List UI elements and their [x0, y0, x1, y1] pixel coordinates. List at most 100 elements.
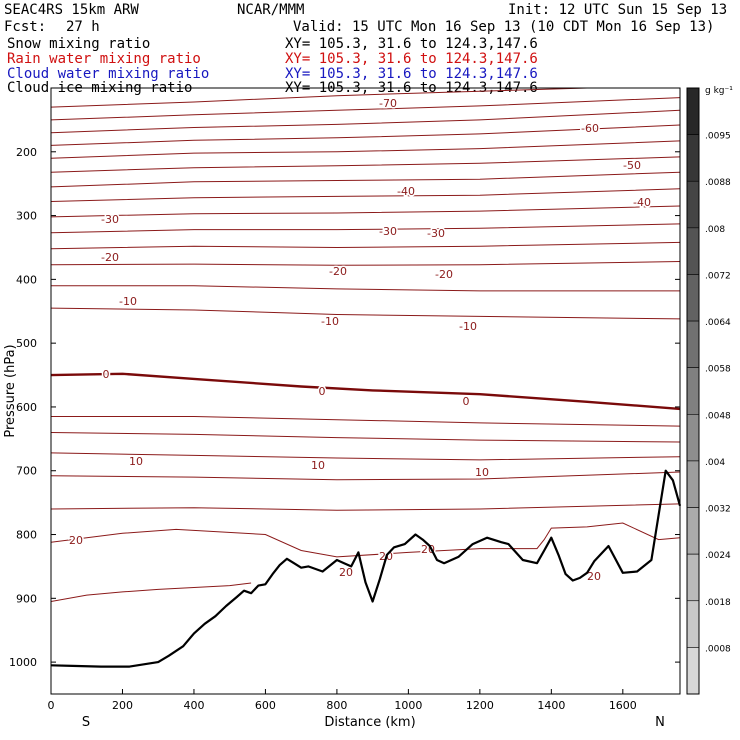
contour-line-minus10: [51, 285, 680, 292]
colorbar-cell: [686, 460, 700, 508]
colorbar-label: .0048: [705, 411, 731, 421]
y-tick-label: 500: [16, 337, 37, 350]
colorbar-cell: [686, 553, 700, 602]
contour-label: 0: [463, 395, 470, 408]
colorbar-label: .0008: [705, 644, 731, 654]
contour-label: 20: [339, 566, 353, 579]
contour-labels: -70 -60 -50 -40 -40 -30 -30 -30 -20 -20 -20 -10 -10 -…: [68, 96, 653, 585]
x-tick-label: 600: [255, 699, 276, 712]
colorbar-label: .0032: [705, 505, 731, 515]
colorbar-label: .0072: [705, 271, 731, 281]
contour-label: -30: [427, 227, 445, 240]
contour-line-minus35: [51, 188, 680, 202]
colorbar-frame: [686, 87, 700, 695]
contour-label: 10: [129, 455, 143, 468]
contour-label: 20: [69, 534, 83, 547]
contour-label: -70: [379, 97, 397, 110]
colorbar-cell: [686, 134, 700, 182]
init-time: Init: 12 UTC Sun 15 Sep 13: [508, 2, 728, 18]
y-tick-label: 700: [16, 465, 37, 478]
valid-time: Valid: 15 UTC Mon 16 Sep 13 (10 CDT Mon …: [293, 19, 715, 35]
colorbar-label: .0095: [705, 132, 731, 142]
terrain: [50, 469, 682, 668]
field-name-rain: Rain water mixing ratio: [7, 51, 201, 67]
contour-label: 20: [587, 570, 601, 583]
x-tick-label: 1400: [537, 699, 565, 712]
contour-label: 10: [311, 459, 325, 472]
contour-label: -30: [379, 225, 397, 238]
x-axis-title: Distance (km): [324, 715, 415, 730]
contour-line-minus65: [51, 97, 680, 121]
contour-label: -60: [581, 122, 599, 135]
contour-label: -20: [435, 268, 453, 281]
contour-line-25: [51, 503, 680, 511]
colorbar-label: .0058: [705, 365, 731, 375]
contour-line-minus5: [51, 307, 680, 320]
colorbar-unit: g kg⁻¹: [705, 86, 733, 96]
colorbar-label: .004: [705, 458, 725, 468]
contour-line-10: [51, 432, 680, 443]
forecast-label: Fcst:: [4, 19, 47, 35]
contour-line-0: [51, 372, 680, 411]
contour-line-30: [51, 522, 680, 558]
contour-label: -20: [101, 251, 119, 264]
contour-line-minus20: [51, 241, 680, 250]
contour-line-5: [51, 416, 680, 427]
contour-line-minus30: [51, 205, 680, 218]
x-tick-label: 0: [48, 699, 55, 712]
terrain-line: [50, 469, 682, 668]
contour-line-15: [51, 452, 680, 461]
contour-line-minus15: [51, 261, 680, 266]
contour-line-minus60: [51, 109, 680, 134]
temperature-contours: [51, 88, 680, 602]
colorbar-cell: [686, 227, 700, 275]
colorbar-label: .0064: [705, 318, 731, 328]
colorbar-label: .0088: [705, 178, 731, 188]
y-tick-label: 600: [16, 401, 37, 414]
contour-line-minus45: [51, 156, 680, 173]
plot-frame: [50, 87, 681, 695]
contour-label: -40: [633, 196, 651, 209]
contour-label: -30: [101, 213, 119, 226]
contour-label: -10: [459, 320, 477, 333]
contour-label: -40: [397, 185, 415, 198]
colorbar-label: .008: [705, 225, 725, 235]
y-tick-label: 300: [16, 210, 37, 223]
colorbar-label: .0024: [705, 551, 731, 561]
y-axis-title: Pressure (hPa): [3, 344, 18, 437]
contour-line-minus25: [51, 223, 680, 234]
colorbar-cell: [686, 600, 700, 648]
y-tick-label: 800: [16, 529, 37, 542]
colorbar-cell: [686, 647, 700, 695]
colorbar-label: .0018: [705, 598, 731, 608]
colorbar-cell: [686, 320, 700, 368]
contour-label: -10: [321, 315, 339, 328]
x-tick-label: 800: [326, 699, 347, 712]
y-tick-label: 900: [16, 592, 37, 605]
colorbar-cell: [686, 414, 700, 462]
x-axis: 0 200 400 600 800 1000 1200 1400 1600: [48, 689, 637, 712]
x-axis-right-end-label: N: [655, 715, 665, 730]
contour-label: -10: [119, 295, 137, 308]
y-tick-label: 1000: [9, 656, 37, 669]
x-tick-label: 400: [183, 699, 204, 712]
colorbar-cell: [686, 274, 700, 322]
y-tick-label: 200: [16, 146, 37, 159]
center-label: NCAR/MMM: [237, 2, 305, 18]
contour-line-minus50: [51, 140, 680, 159]
contour-label: -20: [329, 265, 347, 278]
field-xy-snow: XY= 105.3, 31.6 to 124.3,147.6: [285, 36, 538, 52]
colorbar-cell: [686, 367, 700, 415]
colorbar-cell: [686, 507, 700, 555]
field-xy-cloud-water: XY= 105.3, 31.6 to 124.3,147.6: [285, 66, 538, 82]
contour-line-35: [51, 582, 252, 602]
contour-label: 0: [319, 385, 326, 398]
contour-label: 10: [475, 466, 489, 479]
contour-line-minus55: [51, 124, 680, 146]
contour-label: 0: [103, 368, 110, 381]
y-tick-label: 400: [16, 273, 37, 286]
x-axis-left-end-label: S: [82, 715, 90, 730]
contour-line-minus70: [51, 88, 588, 108]
